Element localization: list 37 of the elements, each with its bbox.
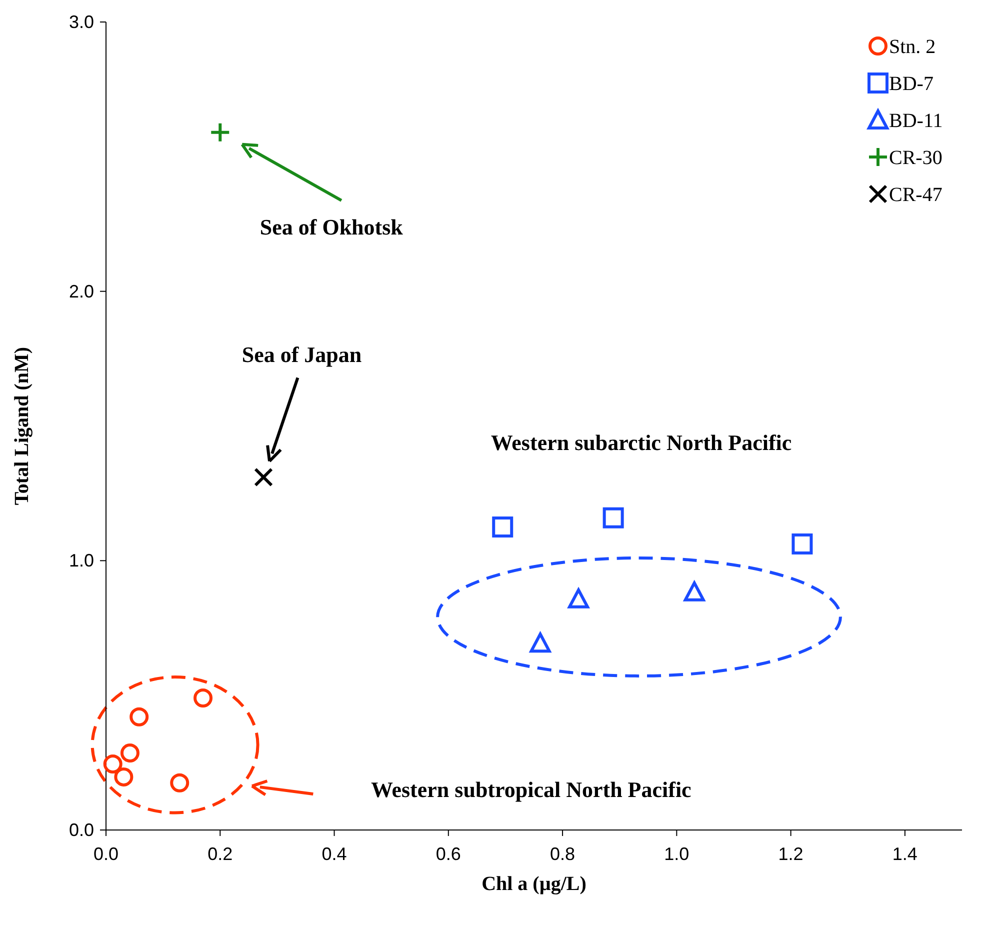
legend-label: BD-11 — [889, 110, 943, 132]
point — [120, 743, 140, 762]
point — [194, 688, 213, 708]
point — [684, 581, 705, 602]
y-axis-title: Total Ligand (nM) — [11, 346, 33, 506]
point — [492, 516, 514, 538]
legend-label: CR-30 — [889, 147, 942, 169]
legend-label: Stn. 2 — [889, 36, 936, 58]
x-tick-label: 1.2 — [778, 844, 804, 864]
x-tick-label: 0.0 — [93, 844, 119, 864]
point — [602, 507, 624, 528]
y-tick-label: 2.0 — [68, 281, 94, 302]
y-tick-label: 0.0 — [68, 820, 94, 840]
legend-label: CR-47 — [889, 184, 942, 206]
point — [210, 122, 231, 143]
point — [530, 632, 551, 653]
y-tick-label: 3.0 — [68, 12, 94, 32]
point — [170, 773, 190, 792]
point — [568, 588, 590, 608]
point — [130, 707, 149, 726]
x-tick-label: 1.0 — [664, 844, 690, 864]
annotation: Western subarctic North Pacific — [490, 430, 792, 455]
x-axis-title: Chl a (µg/L) — [482, 873, 586, 895]
annotation: Sea of Japan — [242, 342, 362, 367]
point — [114, 767, 134, 786]
annotation: Sea of Okhotsk — [260, 214, 404, 240]
x-tick-label: 0.6 — [436, 844, 461, 864]
point — [792, 533, 813, 554]
x-tick-label: 0.4 — [322, 844, 347, 864]
x-tick-label: 1.4 — [892, 844, 918, 864]
x-tick-label: 0.2 — [208, 844, 233, 864]
x-tick-label: 0.8 — [550, 844, 576, 864]
y-tick-label: 1.0 — [68, 550, 94, 571]
legend-label: BD-7 — [889, 73, 934, 95]
annotation: Western subtropical North Pacific — [370, 777, 692, 802]
point — [103, 754, 122, 774]
point — [254, 468, 274, 487]
